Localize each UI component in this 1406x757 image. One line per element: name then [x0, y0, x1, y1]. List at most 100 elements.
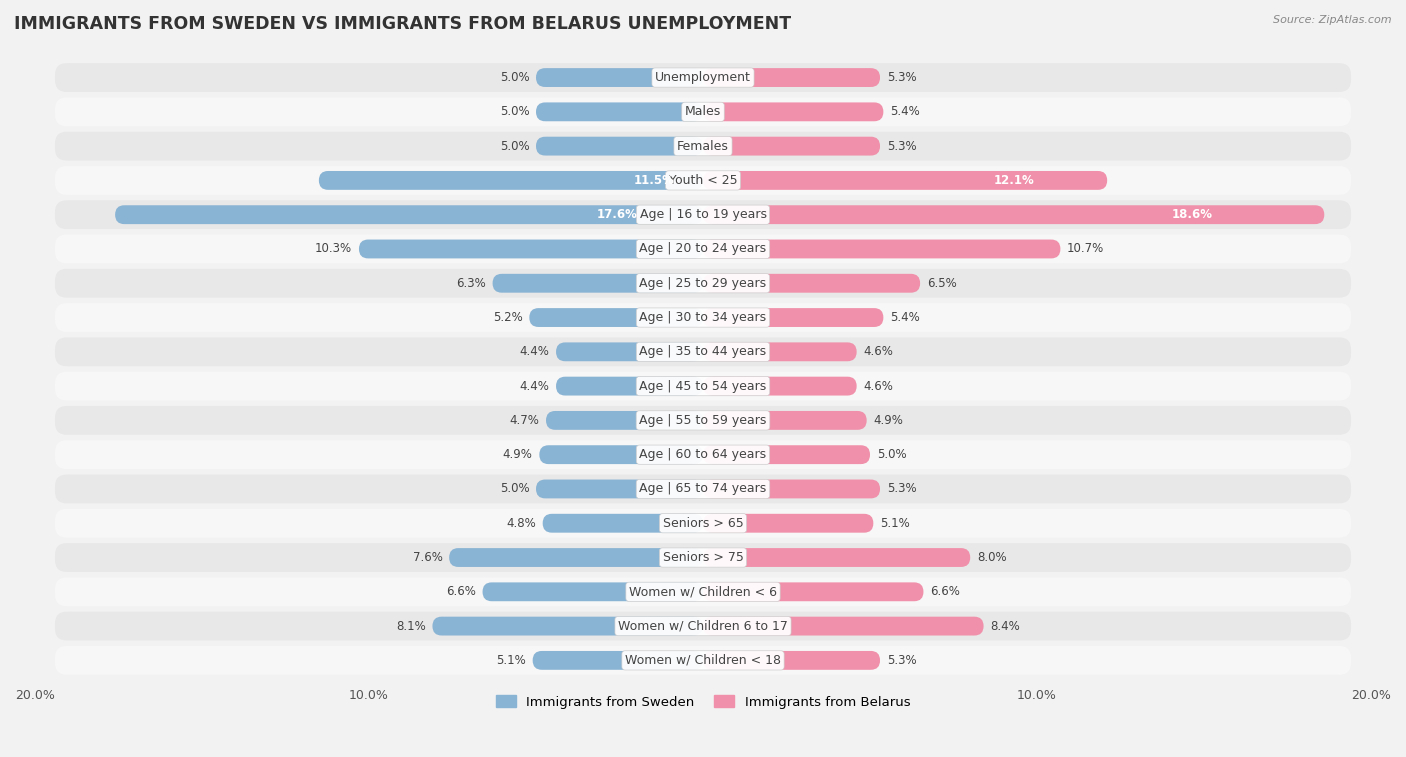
Text: Age | 60 to 64 years: Age | 60 to 64 years — [640, 448, 766, 461]
FancyBboxPatch shape — [543, 514, 703, 533]
FancyBboxPatch shape — [703, 582, 924, 601]
FancyBboxPatch shape — [55, 166, 1351, 195]
Text: 4.8%: 4.8% — [506, 517, 536, 530]
Text: Women w/ Children 6 to 17: Women w/ Children 6 to 17 — [619, 619, 787, 633]
FancyBboxPatch shape — [55, 543, 1351, 572]
Text: 5.0%: 5.0% — [499, 71, 529, 84]
Text: Age | 45 to 54 years: Age | 45 to 54 years — [640, 379, 766, 393]
Text: 18.6%: 18.6% — [1171, 208, 1212, 221]
Text: Source: ZipAtlas.com: Source: ZipAtlas.com — [1274, 15, 1392, 25]
Text: 5.2%: 5.2% — [494, 311, 523, 324]
FancyBboxPatch shape — [536, 479, 703, 498]
Legend: Immigrants from Sweden, Immigrants from Belarus: Immigrants from Sweden, Immigrants from … — [491, 690, 915, 714]
FancyBboxPatch shape — [703, 514, 873, 533]
FancyBboxPatch shape — [703, 445, 870, 464]
Text: 5.4%: 5.4% — [890, 311, 920, 324]
FancyBboxPatch shape — [115, 205, 703, 224]
Text: Age | 25 to 29 years: Age | 25 to 29 years — [640, 277, 766, 290]
FancyBboxPatch shape — [703, 205, 1324, 224]
FancyBboxPatch shape — [540, 445, 703, 464]
Text: Youth < 25: Youth < 25 — [669, 174, 737, 187]
Text: 5.3%: 5.3% — [887, 482, 917, 496]
FancyBboxPatch shape — [55, 441, 1351, 469]
FancyBboxPatch shape — [359, 239, 703, 258]
FancyBboxPatch shape — [536, 68, 703, 87]
FancyBboxPatch shape — [555, 377, 703, 396]
FancyBboxPatch shape — [55, 132, 1351, 160]
FancyBboxPatch shape — [55, 406, 1351, 435]
FancyBboxPatch shape — [319, 171, 703, 190]
FancyBboxPatch shape — [482, 582, 703, 601]
Text: Age | 35 to 44 years: Age | 35 to 44 years — [640, 345, 766, 358]
FancyBboxPatch shape — [703, 102, 883, 121]
FancyBboxPatch shape — [703, 342, 856, 361]
Text: 5.3%: 5.3% — [887, 139, 917, 153]
Text: 7.6%: 7.6% — [412, 551, 443, 564]
Text: 4.6%: 4.6% — [863, 345, 893, 358]
FancyBboxPatch shape — [533, 651, 703, 670]
FancyBboxPatch shape — [703, 137, 880, 155]
Text: 6.6%: 6.6% — [931, 585, 960, 598]
Text: Seniors > 75: Seniors > 75 — [662, 551, 744, 564]
FancyBboxPatch shape — [529, 308, 703, 327]
Text: Unemployment: Unemployment — [655, 71, 751, 84]
Text: 8.0%: 8.0% — [977, 551, 1007, 564]
Text: 5.0%: 5.0% — [499, 482, 529, 496]
Text: 10.3%: 10.3% — [315, 242, 353, 255]
Text: 5.0%: 5.0% — [499, 139, 529, 153]
FancyBboxPatch shape — [492, 274, 703, 293]
FancyBboxPatch shape — [703, 308, 883, 327]
Text: 8.4%: 8.4% — [990, 619, 1019, 633]
FancyBboxPatch shape — [536, 137, 703, 155]
Text: 10.7%: 10.7% — [1067, 242, 1104, 255]
Text: 5.0%: 5.0% — [877, 448, 907, 461]
FancyBboxPatch shape — [55, 201, 1351, 229]
FancyBboxPatch shape — [703, 68, 880, 87]
FancyBboxPatch shape — [55, 63, 1351, 92]
FancyBboxPatch shape — [703, 377, 856, 396]
Text: Age | 20 to 24 years: Age | 20 to 24 years — [640, 242, 766, 255]
Text: 5.3%: 5.3% — [887, 71, 917, 84]
FancyBboxPatch shape — [55, 372, 1351, 400]
Text: IMMIGRANTS FROM SWEDEN VS IMMIGRANTS FROM BELARUS UNEMPLOYMENT: IMMIGRANTS FROM SWEDEN VS IMMIGRANTS FRO… — [14, 15, 792, 33]
Text: 6.5%: 6.5% — [927, 277, 956, 290]
Text: 5.3%: 5.3% — [887, 654, 917, 667]
FancyBboxPatch shape — [703, 171, 1107, 190]
Text: Males: Males — [685, 105, 721, 118]
FancyBboxPatch shape — [449, 548, 703, 567]
Text: 4.9%: 4.9% — [503, 448, 533, 461]
FancyBboxPatch shape — [55, 235, 1351, 263]
FancyBboxPatch shape — [433, 617, 703, 636]
Text: 4.7%: 4.7% — [509, 414, 540, 427]
Text: 11.5%: 11.5% — [634, 174, 675, 187]
Text: 4.4%: 4.4% — [519, 379, 550, 393]
FancyBboxPatch shape — [546, 411, 703, 430]
FancyBboxPatch shape — [55, 98, 1351, 126]
Text: 5.1%: 5.1% — [496, 654, 526, 667]
Text: 4.6%: 4.6% — [863, 379, 893, 393]
Text: 6.6%: 6.6% — [446, 585, 475, 598]
FancyBboxPatch shape — [703, 274, 920, 293]
FancyBboxPatch shape — [703, 548, 970, 567]
FancyBboxPatch shape — [55, 303, 1351, 332]
Text: Age | 16 to 19 years: Age | 16 to 19 years — [640, 208, 766, 221]
Text: 12.1%: 12.1% — [994, 174, 1035, 187]
Text: 6.3%: 6.3% — [456, 277, 486, 290]
FancyBboxPatch shape — [55, 338, 1351, 366]
Text: 5.0%: 5.0% — [499, 105, 529, 118]
FancyBboxPatch shape — [703, 411, 866, 430]
FancyBboxPatch shape — [555, 342, 703, 361]
FancyBboxPatch shape — [55, 269, 1351, 298]
Text: Age | 30 to 34 years: Age | 30 to 34 years — [640, 311, 766, 324]
Text: 8.1%: 8.1% — [396, 619, 426, 633]
Text: Women w/ Children < 18: Women w/ Children < 18 — [626, 654, 780, 667]
FancyBboxPatch shape — [55, 509, 1351, 537]
FancyBboxPatch shape — [55, 578, 1351, 606]
FancyBboxPatch shape — [703, 617, 984, 636]
FancyBboxPatch shape — [55, 475, 1351, 503]
Text: Females: Females — [678, 139, 728, 153]
Text: 17.6%: 17.6% — [598, 208, 638, 221]
FancyBboxPatch shape — [703, 479, 880, 498]
Text: 5.4%: 5.4% — [890, 105, 920, 118]
Text: Age | 55 to 59 years: Age | 55 to 59 years — [640, 414, 766, 427]
